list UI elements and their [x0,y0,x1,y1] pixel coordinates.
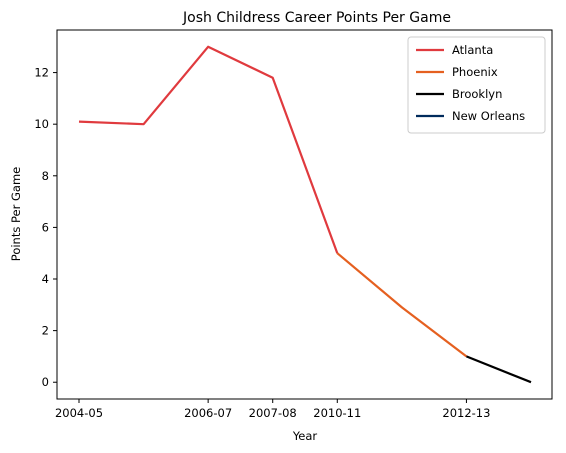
x-axis: 2004-05 2006-07 2007-08 2010-11 2012-13 [55,399,490,420]
legend-label-atlanta: Atlanta [452,43,493,57]
series-line-atlanta [78,45,339,254]
x-tick-label: 2007-08 [249,406,297,420]
legend: Atlanta Phoenix Brooklyn New Orleans [407,36,546,134]
y-axis: 0 2 4 6 8 10 12 [34,66,57,389]
x-tick-label: 2012-13 [442,406,490,420]
legend-label-new-orleans: New Orleans [452,109,525,123]
plot-area [56,29,553,400]
series-line-phoenix [336,252,468,358]
x-tick-label: 2004-05 [55,406,103,420]
x-tick-label: 2006-07 [184,406,232,420]
y-tick-label: 12 [34,66,49,80]
chart-title: Josh Childress Career Points Per Game [182,10,451,26]
legend-label-brooklyn: Brooklyn [452,87,502,101]
y-tick-label: 2 [42,324,49,338]
y-tick-label: 0 [42,375,49,389]
series-line-brooklyn [465,355,532,384]
y-tick-label: 8 [42,169,49,183]
series-lines [78,45,532,384]
y-tick-label: 10 [34,117,49,131]
y-tick-label: 4 [42,272,49,286]
y-axis-label: Points Per Game [9,167,23,261]
legend-label-phoenix: Phoenix [452,65,498,79]
legend-box [407,36,546,134]
x-axis-label: Year [292,429,318,443]
y-tick-label: 6 [42,220,49,234]
x-tick-label: 2010-11 [313,406,361,420]
